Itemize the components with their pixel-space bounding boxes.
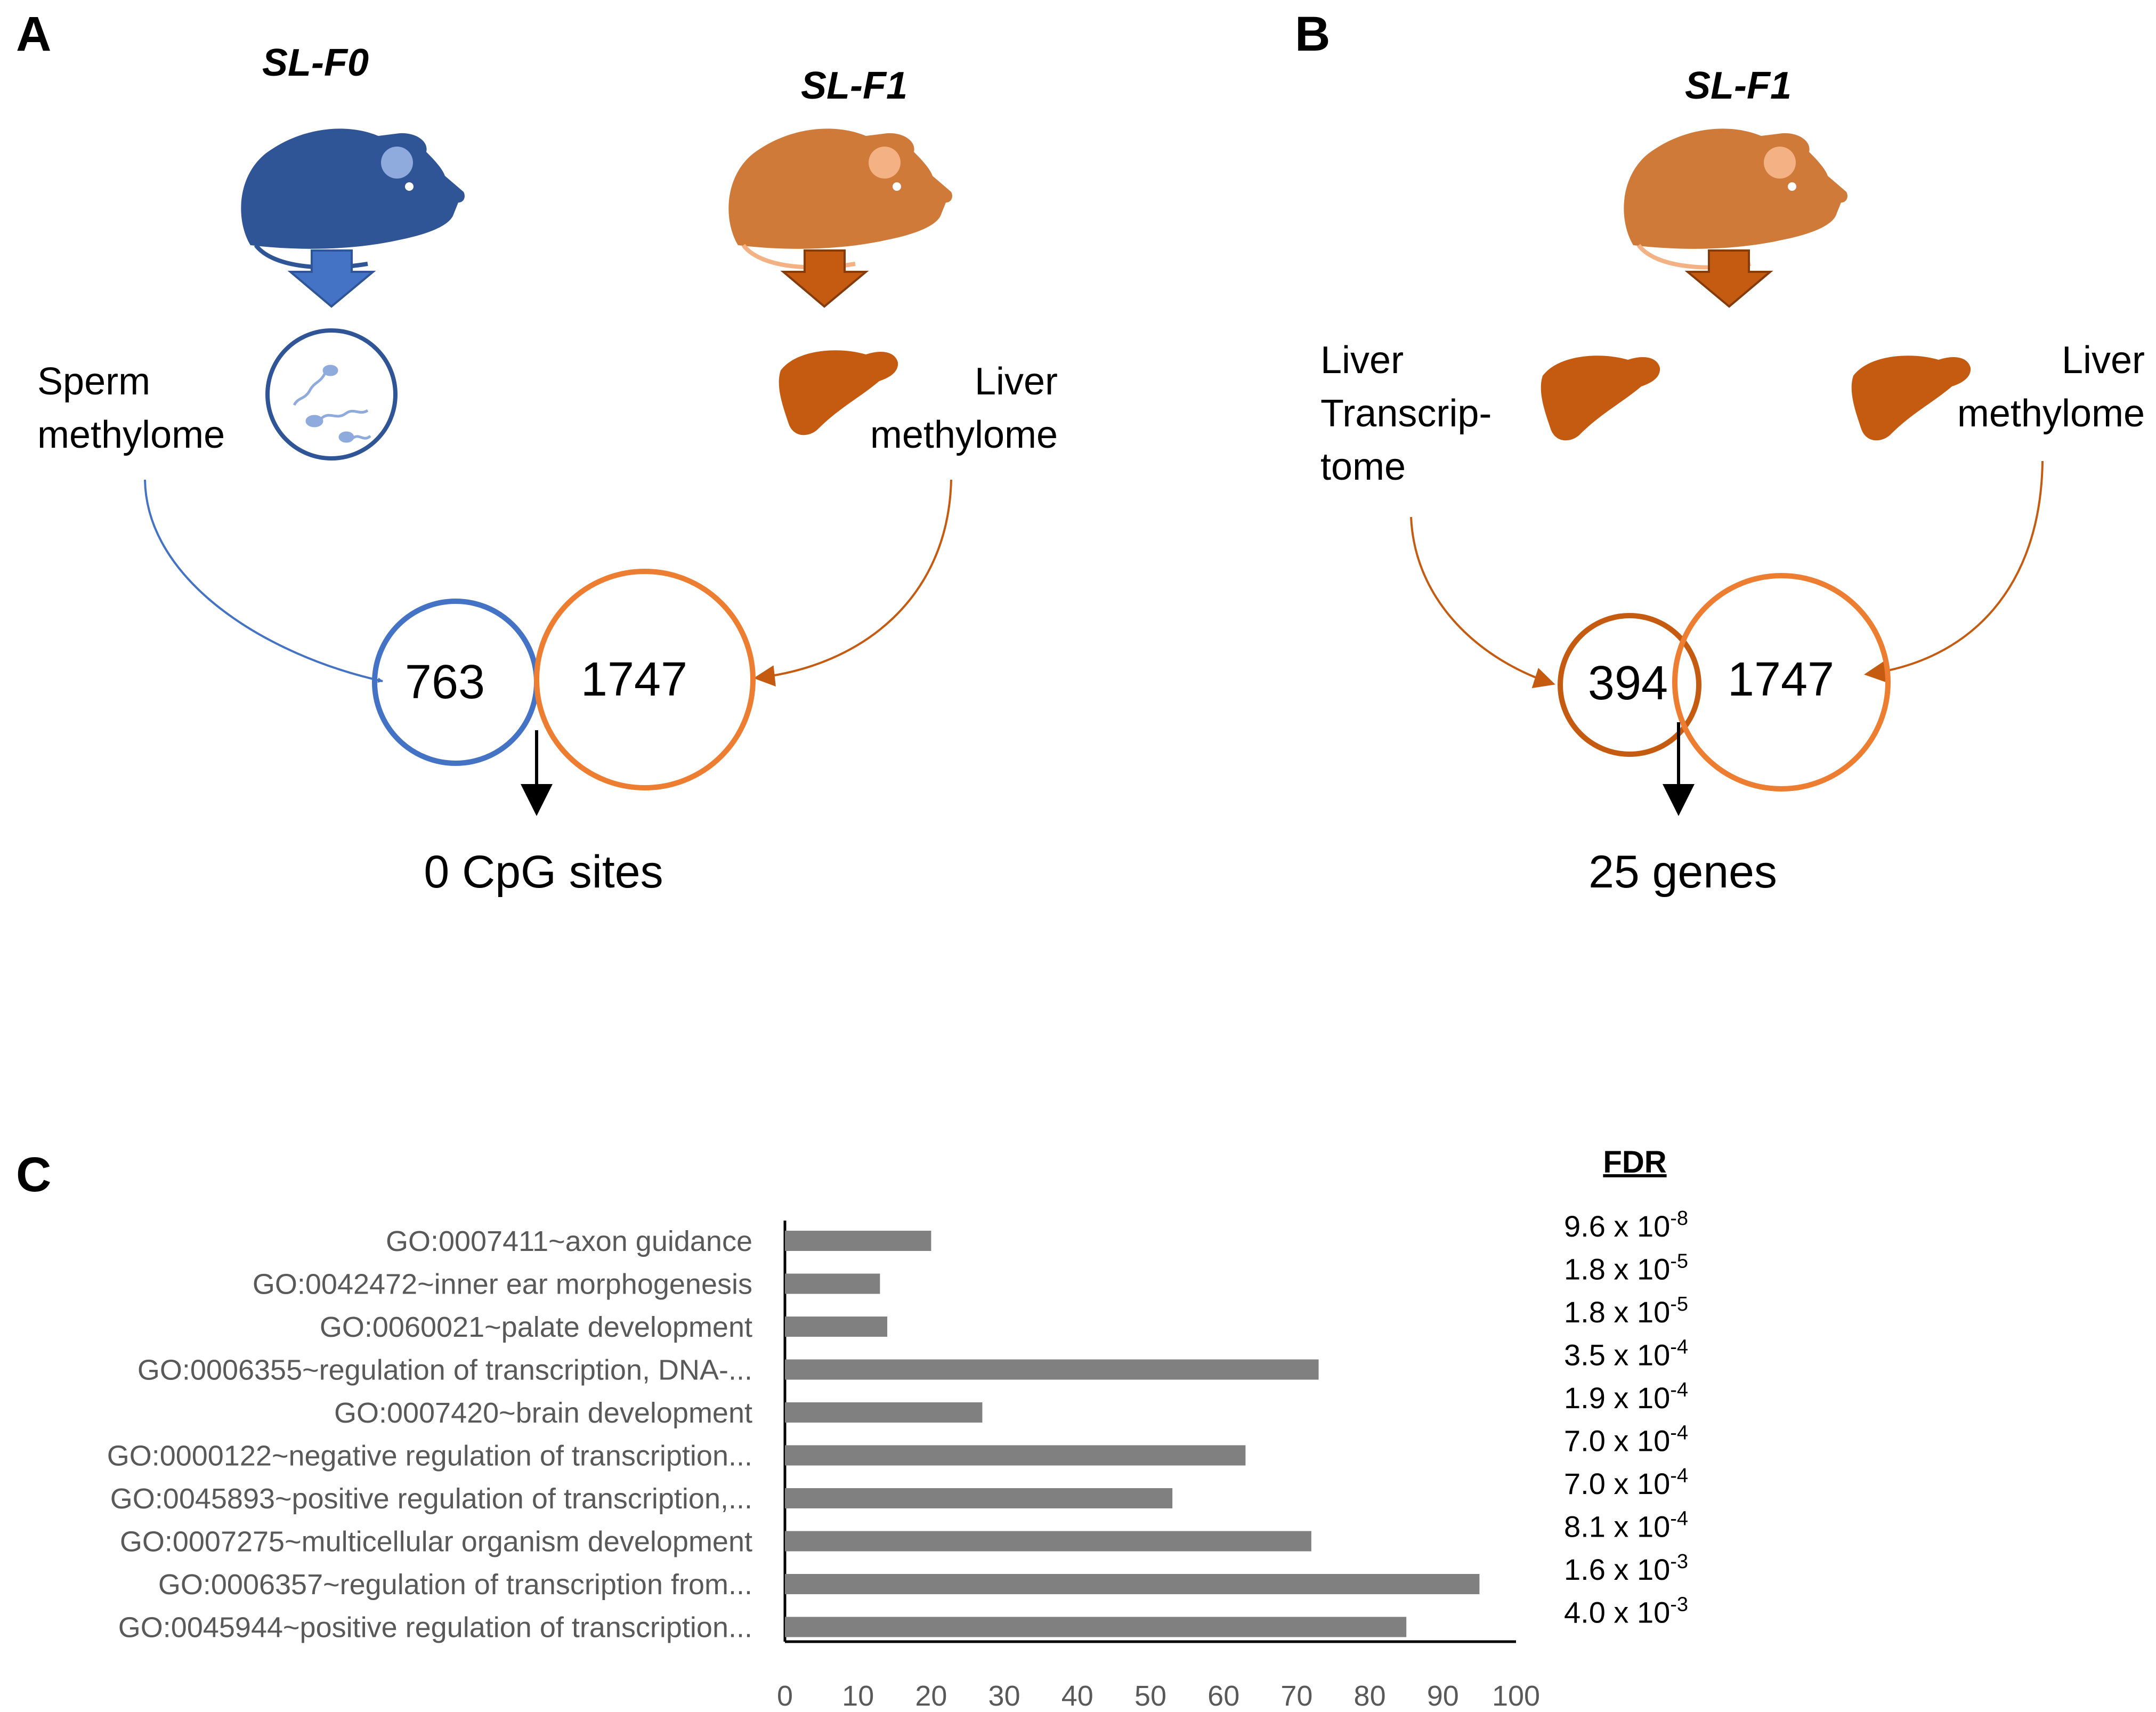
sperm-label: Sperm	[37, 360, 150, 403]
bar	[785, 1317, 888, 1337]
fdr-value: 9.6 x 10-8	[1564, 1207, 1688, 1243]
bar	[785, 1445, 1246, 1466]
transcriptome-label: tome	[1320, 446, 1406, 488]
venn-circle-right	[534, 569, 756, 790]
fdr-value: 1.8 x 10-5	[1564, 1250, 1688, 1286]
connector-arrow	[1410, 516, 1555, 689]
panel-a-letter: A	[16, 7, 51, 61]
panel-a-right-title: SL-F1	[801, 64, 907, 107]
category-label: GO:0000122~negative regulation of transc…	[107, 1440, 752, 1472]
fdr-value: 1.9 x 10-4	[1564, 1379, 1688, 1415]
down-arrow-icon	[780, 249, 869, 308]
sperm-icon	[265, 328, 398, 461]
transcriptome-label: Transcrip-	[1320, 392, 1492, 435]
venn-right-count: 1747	[1728, 653, 1834, 706]
x-tick-label: 0	[777, 1680, 793, 1712]
liver-label: methylome	[870, 414, 1058, 456]
category-label: GO:0007275~multicellular organism develo…	[120, 1526, 752, 1558]
liver-label: Liver	[975, 360, 1058, 403]
bar-chart: GO:0007411~axon guidance 9.6 x 10-8 GO:004…	[107, 1145, 1688, 1712]
x-tick-label: 60	[1207, 1680, 1239, 1712]
category-label: GO:0045893~positive regulation of transc…	[110, 1483, 752, 1515]
fdr-value: 1.8 x 10-5	[1564, 1293, 1688, 1329]
mouse-icon	[728, 128, 952, 270]
bar	[785, 1617, 1407, 1637]
x-tick-label: 20	[915, 1680, 947, 1712]
fdr-value: 8.1 x 10-4	[1564, 1508, 1688, 1544]
down-arrow-icon	[287, 249, 376, 308]
panel-b: B SL-F1 Liver Transcrip- tome Liver meth…	[1295, 7, 2145, 898]
x-tick-label: 50	[1134, 1680, 1166, 1712]
x-tick-label: 30	[988, 1680, 1020, 1712]
fdr-header: FDR	[1603, 1145, 1666, 1180]
bar	[785, 1402, 983, 1423]
panel-a: A SL-F0 SL-F1	[16, 7, 1058, 898]
bar	[785, 1231, 931, 1251]
bar	[785, 1359, 1319, 1380]
liver-icon	[1541, 356, 1660, 441]
venn-circle-right	[1672, 573, 1891, 792]
panel-b-letter: B	[1295, 7, 1330, 61]
mouse-icon	[241, 128, 465, 270]
connector-arrow	[1864, 461, 2044, 683]
category-label: GO:0045944~positive regulation of transc…	[118, 1612, 752, 1644]
fdr-value: 1.6 x 10-3	[1564, 1551, 1688, 1586]
x-tick-label: 40	[1061, 1680, 1093, 1712]
bar	[785, 1273, 880, 1294]
venn-left-count: 763	[405, 656, 485, 709]
venn-left-count: 394	[1588, 657, 1668, 710]
mouse-icon	[1624, 128, 1847, 270]
sperm-label: methylome	[37, 414, 225, 456]
venn-circle-left	[1558, 613, 1701, 757]
bar	[785, 1488, 1173, 1508]
fdr-value: 7.0 x 10-4	[1564, 1422, 1688, 1458]
bar	[785, 1531, 1311, 1552]
panel-a-left-title: SL-F0	[262, 42, 369, 84]
category-label: GO:0006355~regulation of transcription, …	[137, 1354, 752, 1386]
x-tick-label: 100	[1492, 1680, 1540, 1712]
panel-c: C GO:0007411~axon guidance 9.6 x 10-8GO:0…	[16, 1145, 1688, 1712]
transcriptome-label: Liver	[1320, 339, 1404, 382]
connector-arrow	[753, 479, 952, 687]
overlap-result: 25 genes	[1588, 846, 1777, 898]
panel-c-letter: C	[16, 1148, 51, 1202]
connector-arrow	[144, 479, 383, 683]
down-arrow-icon	[1684, 249, 1773, 308]
category-label: GO:0060021~palate development	[320, 1311, 752, 1343]
x-tick-label: 90	[1427, 1680, 1459, 1712]
overlap-result: 0 CpG sites	[424, 846, 663, 898]
category-label: GO:0042472~inner ear morphogenesis	[253, 1269, 752, 1301]
x-tick-label: 10	[842, 1680, 874, 1712]
x-tick-label: 80	[1354, 1680, 1386, 1712]
liver-icon	[1851, 356, 1971, 441]
category-label: GO:0007411~axon guidance	[386, 1225, 752, 1257]
fdr-value: 7.0 x 10-4	[1564, 1465, 1688, 1500]
liver-methylome-label: methylome	[1957, 392, 2145, 435]
panel-b-title: SL-F1	[1685, 64, 1792, 107]
fdr-value: 4.0 x 10-3	[1564, 1594, 1688, 1629]
x-tick-label: 70	[1280, 1680, 1312, 1712]
bar	[785, 1574, 1480, 1594]
venn-right-count: 1747	[581, 653, 687, 706]
liver-methylome-label: Liver	[2062, 339, 2145, 382]
fdr-value: 3.5 x 10-4	[1564, 1336, 1688, 1372]
category-label: GO:0007420~brain development	[334, 1397, 752, 1429]
category-label: GO:0006357~regulation of transcription f…	[158, 1569, 752, 1601]
